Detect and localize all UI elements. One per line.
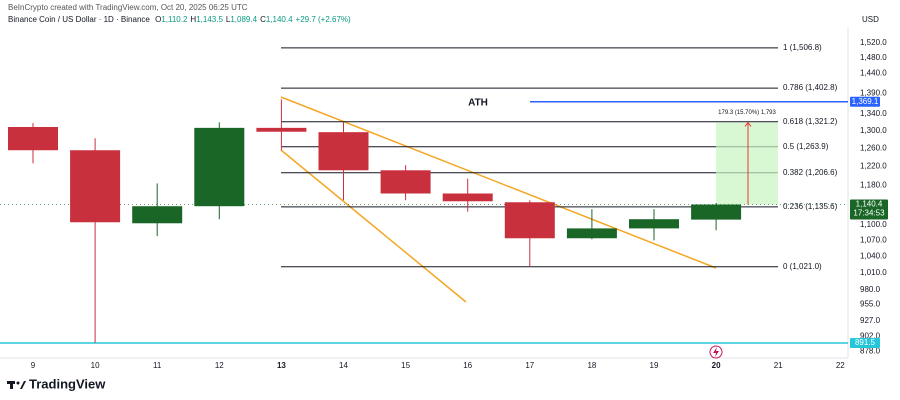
candle-body [566,228,617,239]
ohlc-label: H [190,15,197,24]
x-tick-label: 18 [587,361,596,370]
price-tag-label: 1,369.1 [852,97,879,106]
ohlc-label: O [155,15,162,24]
candle-body [70,150,121,223]
brand: TradingView [29,376,106,391]
x-tick-label: 10 [91,361,100,370]
y-tick-label: 1,260.0 [860,144,887,153]
price-tag-label: 891.5 [855,338,876,347]
trendline [280,149,467,303]
fib-label: 0.618 (1,321.2) [783,117,838,126]
candle-body [132,206,183,224]
measure-arrow [744,121,752,127]
x-tick-label: 16 [463,361,472,370]
y-tick-label: 980.0 [860,285,881,294]
x-tick-label: 17 [525,361,534,370]
y-tick-label: 1,180.0 [860,180,887,189]
x-tick-label: 20 [712,361,721,370]
candle-body [380,170,431,194]
trendline [280,96,717,269]
y-tick-label: 1,010.0 [860,268,887,277]
price-tag [850,199,888,220]
symbol: Binance Coin / US Dollar · 1D · Binance [8,15,150,24]
y-tick-label: 955.0 [860,299,881,308]
x-tick-label: 11 [153,361,162,370]
fib-label: 0.236 (1,135.6) [783,202,838,211]
x-tick-label: 22 [836,361,845,370]
fib-label: 0.382 (1,206.6) [783,168,838,177]
fib-label: 0.5 (1,263.9) [783,142,829,151]
y-tick-label: 902.0 [860,332,881,341]
ohlc-value: 1,089.4 [230,15,258,24]
x-tick-label: 14 [339,361,348,370]
x-tick-label: 21 [774,361,783,370]
x-tick-label: 19 [650,361,659,370]
credit: BeInCrypto created with TradingView.com,… [8,3,248,12]
candle-body [8,126,58,151]
annotation: ATH [468,98,488,109]
y-tick-label: 1,300.0 [860,126,887,135]
measure-box [716,122,778,205]
ohlc-label: L [225,15,231,24]
x-tick-label: 9 [31,361,36,370]
candle-body [256,127,307,132]
fib-label: 0 (1,021.0) [783,262,822,271]
ohlc-value: 1,140.4 [265,15,293,24]
y-tick-label: 1,040.0 [860,251,887,260]
candle-body [504,202,555,239]
currency: USD [862,15,879,24]
price-tag [850,96,880,107]
x-tick-label: 13 [277,361,286,370]
x-tick-label: 15 [401,361,410,370]
fib-label: 0.786 (1,402.8) [783,83,838,92]
price-tag [850,337,880,348]
ohlc-label: C [260,15,266,24]
y-tick-label: 1,520.0 [860,38,887,47]
symbol-line: Binance Coin / US Dollar · 1D · Binance … [8,15,354,24]
price-tag-label: 1,140.4 [856,200,883,209]
countdown: 17:34:53 [853,209,885,218]
candle-body [442,193,493,202]
y-tick-label: 1,220.0 [860,162,887,171]
y-tick-label: 1,070.0 [860,235,887,244]
y-tick-label: 878.0 [860,347,881,356]
ohlc-value: 1,143.5 [196,15,223,24]
candle-body [691,204,742,220]
y-tick-label: 1,340.0 [860,109,887,118]
fib-label: 1 (1,506.8) [783,43,822,52]
candle-body [194,127,245,207]
y-tick-label: 1,440.0 [860,68,887,77]
y-tick-label: 927.0 [860,316,881,325]
y-tick-label: 1,390.0 [860,88,887,97]
measure-label: 179.3 (15.70%) 1,793 [718,110,776,116]
change: +29.7 (+2.67%) [295,15,351,24]
y-tick-label: 1,480.0 [860,53,887,62]
x-tick-label: 12 [215,361,224,370]
y-tick-label: 1,100.0 [860,220,887,229]
ohlc-value: 1,110.2 [161,15,188,24]
candle-body [629,219,679,229]
candle-body [318,132,369,171]
event-icon [713,347,719,357]
logo [7,381,26,389]
